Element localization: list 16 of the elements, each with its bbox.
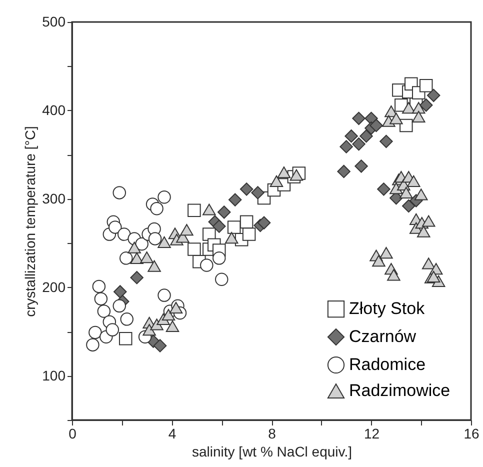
legend-label: Czarnów bbox=[349, 327, 417, 346]
x-tick-label: 0 bbox=[68, 426, 77, 442]
x-axis-title: salinity [wt % NaCl equiv.] bbox=[192, 444, 352, 460]
legend-label: Złoty Stok bbox=[349, 299, 426, 318]
x-tick-label: 16 bbox=[464, 426, 480, 442]
y-tick-label: 400 bbox=[42, 102, 66, 118]
y-tick-label: 300 bbox=[42, 190, 66, 206]
legend-label: Radzimowice bbox=[349, 381, 450, 400]
x-tick-label: 12 bbox=[364, 426, 380, 442]
y-axis-title: crystallization temperature [°C] bbox=[22, 126, 38, 317]
legend-label: Radomice bbox=[349, 355, 426, 374]
x-tick-label: 4 bbox=[168, 426, 176, 442]
y-tick-label: 200 bbox=[42, 278, 66, 295]
x-tick-label: 8 bbox=[268, 426, 276, 442]
y-tick-label: 100 bbox=[42, 367, 66, 384]
y-tick-label: 500 bbox=[42, 14, 66, 30]
